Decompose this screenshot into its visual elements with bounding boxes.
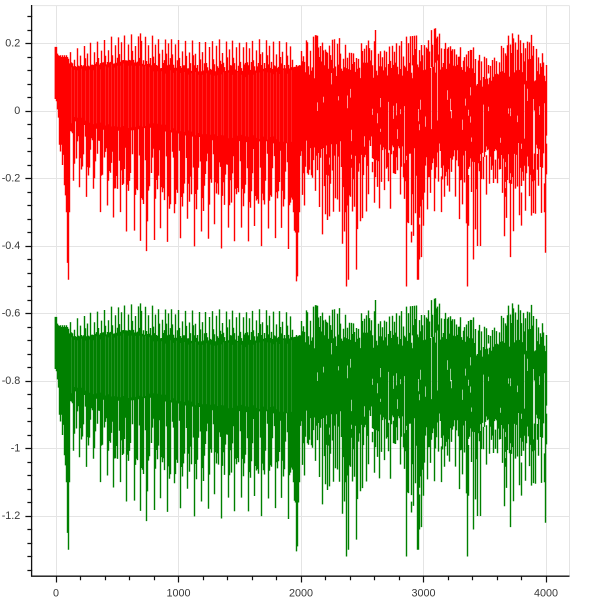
svg-text:0: 0 [53, 587, 59, 599]
svg-text:-1: -1 [11, 442, 21, 454]
svg-text:-0.2: -0.2 [2, 172, 21, 184]
svg-text:-0.8: -0.8 [2, 375, 21, 387]
svg-text:-0.4: -0.4 [2, 240, 21, 252]
svg-text:-0.6: -0.6 [2, 307, 21, 319]
svg-text:2000: 2000 [289, 587, 313, 599]
svg-text:0: 0 [14, 105, 20, 117]
svg-text:1000: 1000 [166, 587, 190, 599]
svg-text:3000: 3000 [411, 587, 435, 599]
svg-text:-1.2: -1.2 [2, 510, 21, 522]
svg-text:4000: 4000 [534, 587, 558, 599]
svg-text:0.2: 0.2 [5, 37, 20, 49]
